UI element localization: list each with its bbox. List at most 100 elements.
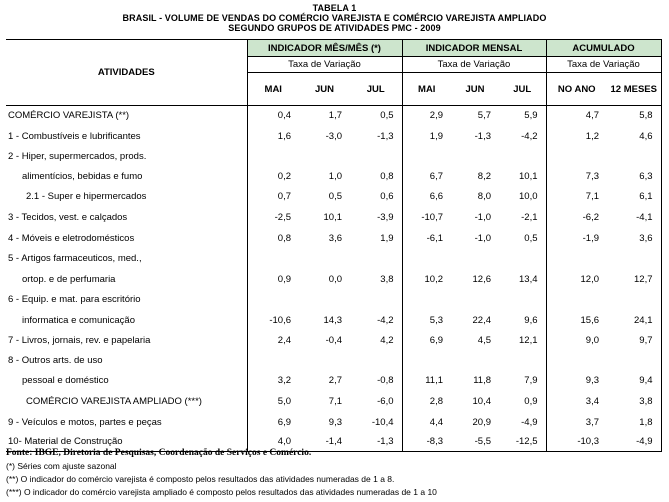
value-cell: 20,9 xyxy=(472,416,492,428)
value-cell: -2,5 xyxy=(246,206,299,228)
value-cell xyxy=(299,147,350,167)
value-cell: 10,2 xyxy=(401,268,451,290)
header-group-mes-mes: INDICADOR MÊS/MÊS (*) xyxy=(246,39,403,57)
value-cell: -4,9 xyxy=(499,411,547,433)
table-row: 2.1 - Super e hipermercados 0,7 0,5 0,6 6,6 8… xyxy=(6,185,662,207)
value-cell: 3,6 xyxy=(328,232,342,244)
header-col-jun: JUN xyxy=(451,72,499,106)
value-cell: 3,2 xyxy=(246,370,299,391)
value-cell: 0,2 xyxy=(246,166,299,186)
value-cell: -10,6 xyxy=(246,309,299,331)
value-cell xyxy=(299,290,350,310)
value-cell: 4,6 xyxy=(607,125,662,147)
value-cell: -0,8 xyxy=(350,370,403,391)
table-row: 1 - Combustíveis e lubrificantes 1,6 -3,0-… xyxy=(6,125,662,147)
value-cell: 0,7 xyxy=(246,185,299,207)
header-col-jun: JUN xyxy=(299,72,350,106)
row-label: 2 - Hiper, supermercados, prods. xyxy=(8,151,147,162)
value-cell: 0,5 xyxy=(328,190,342,202)
value-cell: 9,7 xyxy=(607,330,662,351)
value-cell: 4,2 xyxy=(350,330,403,351)
table-body: COMÉRCIO VAREJISTA (**) 0,4 1,7 0,5 2,9 5,7 5,… xyxy=(6,105,662,452)
value-cell: -1,0 xyxy=(474,211,491,223)
value-cell: 0,8 xyxy=(350,166,403,186)
value-cell xyxy=(545,289,607,310)
value-cell: 0,9 xyxy=(499,390,547,412)
value-cell: -4,2 xyxy=(499,125,547,147)
value-cell: 2,7 xyxy=(328,375,342,386)
value-cell: 5,7 xyxy=(477,110,491,122)
value-cell xyxy=(350,289,403,310)
value-cell: -3,0 xyxy=(325,130,342,142)
value-cell xyxy=(545,146,607,167)
header-group-mensal: INDICADOR MENSAL xyxy=(401,39,547,57)
value-cell: -10,7 xyxy=(401,206,451,228)
table-row: 5 - Artigos farmaceuticos, med., xyxy=(6,248,662,269)
value-cell: -6,0 xyxy=(350,390,403,412)
value-cell: 5,9 xyxy=(499,105,547,126)
value-cell: 2,8 xyxy=(401,390,451,412)
value-cell xyxy=(299,351,350,371)
table-row: pessoal e doméstico 3,2 2,7 -0,8 11,1 11,8 7,9… xyxy=(6,370,662,391)
value-cell: 3,7 xyxy=(545,411,607,433)
footnote-3: (***) O indicador do comércio varejista … xyxy=(6,487,437,497)
value-cell: 0,0 xyxy=(328,273,342,285)
table-row: 8 - Outros arts. de uso xyxy=(6,350,662,371)
value-cell: 1,2 xyxy=(545,125,607,147)
table-row: ortop. e de perfumaria 0,9 0,0 3,8 10,2 12,6 1… xyxy=(6,268,662,290)
row-label: 9 - Veículos e motos, partes e peças xyxy=(8,416,162,428)
value-cell: 3,6 xyxy=(607,227,662,249)
value-cell: 10,1 xyxy=(499,166,547,186)
value-cell: 9,4 xyxy=(607,370,662,391)
table-row: alimentícios, bebidas e fumo 0,2 1,0 0,8 6,7… xyxy=(6,166,662,186)
value-cell: 8,2 xyxy=(477,170,491,182)
value-cell: 22,4 xyxy=(472,314,492,326)
value-cell xyxy=(451,249,499,269)
value-cell: -4,9 xyxy=(607,432,662,452)
value-cell xyxy=(499,146,547,167)
row-label: alimentícios, bebidas e fumo xyxy=(22,170,143,182)
value-cell: 10,0 xyxy=(499,185,547,207)
value-cell xyxy=(299,249,350,269)
value-cell: 5,0 xyxy=(246,390,299,412)
value-cell: -1,4 xyxy=(299,432,350,452)
value-cell: 3,4 xyxy=(545,390,607,412)
row-label: 6 - Equip. e mat. para escritório xyxy=(8,294,141,305)
value-cell xyxy=(246,146,299,167)
table-subtitle: SEGUNDO GRUPOS DE ATIVIDADES PMC - 2009 xyxy=(228,23,441,33)
table-row: COMÉRCIO VAREJISTA AMPLIADO (***) 5,0 7,1-… xyxy=(6,390,662,412)
value-cell: -4,2 xyxy=(350,309,403,331)
value-cell: 2,4 xyxy=(246,330,299,351)
value-cell: 8,0 xyxy=(477,190,491,202)
value-cell: 7,3 xyxy=(545,166,607,186)
value-cell: 0,4 xyxy=(246,105,299,126)
value-cell: 6,1 xyxy=(607,185,662,207)
value-cell: -3,9 xyxy=(350,206,403,228)
footnote-2: (**) O indicador do comércio varejista é… xyxy=(6,474,395,484)
table-row: 7 - Livros, jornais, rev. e papelaria 2,4… xyxy=(6,330,662,351)
value-cell: -10,3 xyxy=(545,432,607,452)
value-cell: 0,6 xyxy=(350,185,403,207)
value-cell xyxy=(545,248,607,269)
value-cell: 1,9 xyxy=(401,125,451,147)
table-row: 9 - Veículos e motos, partes e peças 6,9 9… xyxy=(6,411,662,433)
value-cell xyxy=(451,147,499,167)
value-cell: 24,1 xyxy=(607,309,662,331)
row-label: 2.1 - Super e hipermercados xyxy=(26,190,147,202)
header-taxa-variacao: Taxa de Variação xyxy=(401,56,547,73)
value-cell xyxy=(246,289,299,310)
value-cell xyxy=(607,248,662,269)
value-cell: -4,1 xyxy=(607,206,662,228)
value-cell xyxy=(451,351,499,371)
value-cell: 5,8 xyxy=(607,105,662,126)
value-cell xyxy=(499,248,547,269)
value-cell xyxy=(246,350,299,371)
value-cell: 6,7 xyxy=(401,166,451,186)
value-cell: 15,6 xyxy=(545,309,607,331)
row-label: 4 - Móveis e eletrodomésticos xyxy=(8,232,135,244)
header-taxa-variacao: Taxa de Variação xyxy=(246,56,403,73)
value-cell: 1,7 xyxy=(328,110,342,122)
value-cell: 11,1 xyxy=(401,370,451,391)
table-row: 3 - Tecidos, vest. e calçados -2,5 10,1 -3,… xyxy=(6,206,662,228)
value-cell xyxy=(350,350,403,371)
